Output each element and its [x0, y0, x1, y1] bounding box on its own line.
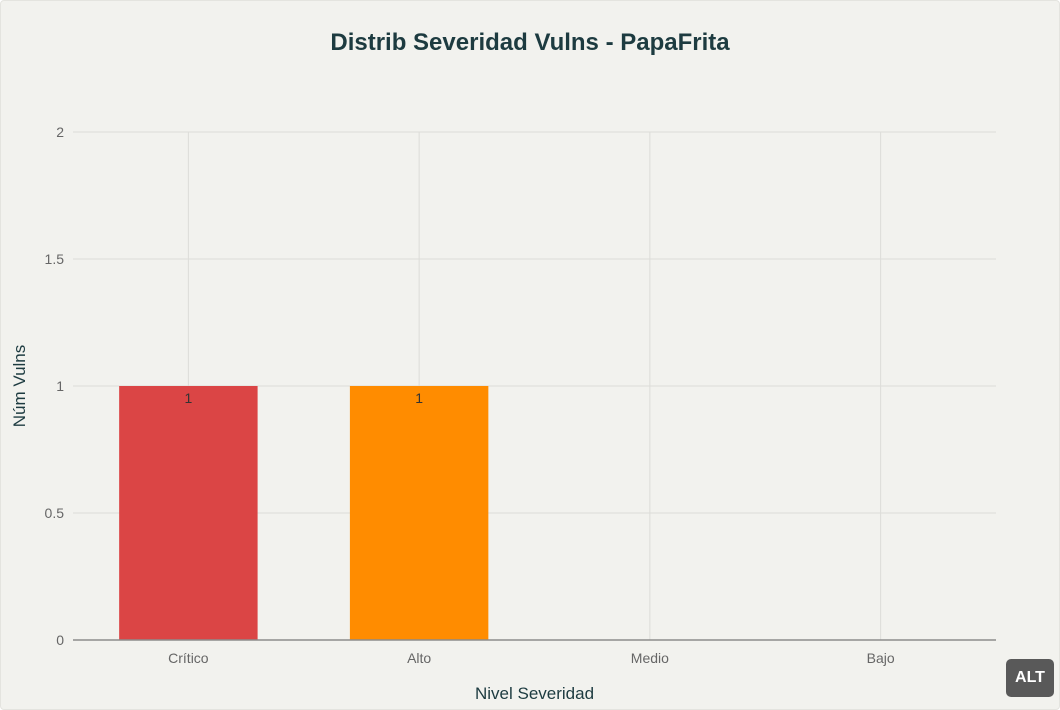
- y-tick-label: 1: [56, 378, 64, 394]
- alt-text-button[interactable]: ALT: [1006, 659, 1054, 697]
- x-tick-label: Crítico: [168, 650, 209, 666]
- y-tick-label: 0.5: [45, 505, 65, 521]
- bar-data-label: 1: [415, 390, 423, 406]
- y-tick-label: 2: [56, 124, 64, 140]
- bar-crítico: [119, 386, 258, 640]
- bar-data-label: 1: [184, 390, 192, 406]
- x-tick-label: Bajo: [867, 650, 895, 666]
- y-axis-title: Núm Vulns: [10, 345, 29, 428]
- x-axis-title: Nivel Severidad: [475, 684, 594, 703]
- x-tick-label: Alto: [407, 650, 431, 666]
- y-tick-label: 0: [56, 632, 64, 648]
- bar-alto: [349, 386, 489, 640]
- chart-title: Distrib Severidad Vulns - PapaFrita: [330, 29, 730, 56]
- y-tick-label: 1.5: [45, 251, 65, 267]
- x-tick-label: Medio: [631, 650, 669, 666]
